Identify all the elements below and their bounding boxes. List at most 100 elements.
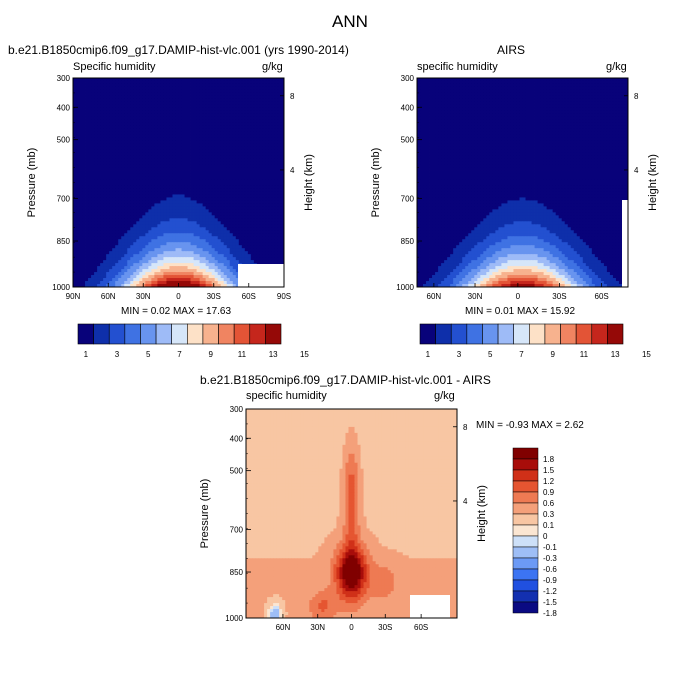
contour-cell xyxy=(130,107,134,112)
contour-cell xyxy=(79,92,83,97)
contour-cell xyxy=(187,263,191,267)
contour-cell xyxy=(196,155,200,160)
contour-cell xyxy=(235,260,240,264)
contour-cell xyxy=(88,269,92,273)
contour-cell xyxy=(178,227,182,231)
contour-cell xyxy=(127,182,131,186)
contour-cell xyxy=(79,281,83,285)
contour-cell xyxy=(160,125,164,130)
contour-cell xyxy=(193,218,197,222)
contour-cell xyxy=(160,92,164,97)
contour-cell xyxy=(73,149,77,154)
contour-cell xyxy=(241,212,246,216)
contour-cell xyxy=(259,206,264,210)
contour-cell xyxy=(238,119,243,124)
contour-cell xyxy=(166,188,170,192)
contour-cell xyxy=(178,221,182,225)
contour-cell xyxy=(217,179,222,183)
contour-cell xyxy=(112,182,116,186)
contour-cell xyxy=(205,260,210,264)
contour-cell xyxy=(97,128,101,133)
contour-cell xyxy=(193,278,197,282)
contour-cell xyxy=(220,260,225,264)
contour-cell xyxy=(136,191,140,195)
contour-cell xyxy=(238,167,243,171)
contour-cell xyxy=(94,230,98,234)
contour-cell xyxy=(109,248,113,252)
contour-cell xyxy=(109,245,113,249)
contour-cell xyxy=(181,92,185,97)
contour-cell xyxy=(187,83,191,88)
contour-cell xyxy=(157,116,161,121)
contour-cell xyxy=(76,179,80,183)
contour-cell xyxy=(214,173,219,177)
contour-cell xyxy=(166,80,170,85)
contour-cell xyxy=(172,215,176,219)
contour-cell xyxy=(163,146,167,151)
contour-cell xyxy=(172,161,176,165)
contour-cell xyxy=(139,257,143,261)
missing-data-mask xyxy=(238,264,284,287)
contour-cell xyxy=(178,128,182,133)
contour-cell xyxy=(169,140,173,145)
contour-cell xyxy=(136,266,140,270)
contour-cell xyxy=(121,200,125,204)
contour-cell xyxy=(112,176,116,180)
contour-cell xyxy=(280,113,285,118)
contour-cell xyxy=(223,260,228,264)
contour-cell xyxy=(217,218,222,222)
contour-cell xyxy=(82,200,86,204)
contour-cell xyxy=(79,227,83,231)
contour-cell xyxy=(235,209,240,213)
contour-cell xyxy=(253,200,258,204)
contour-cell xyxy=(190,92,194,97)
contour-cell xyxy=(229,143,234,148)
contour-cell xyxy=(121,173,125,177)
contour-cell xyxy=(280,143,285,148)
contour-cell xyxy=(208,170,213,174)
contour-cell xyxy=(85,164,89,168)
contour-cell xyxy=(79,155,83,160)
contour-cell xyxy=(238,146,243,151)
contour-cell xyxy=(205,227,210,231)
contour-cell xyxy=(82,137,86,142)
contour-cell xyxy=(262,146,267,151)
contour-cell xyxy=(118,176,122,180)
contour-cell xyxy=(235,146,240,151)
contour-cell xyxy=(181,191,185,195)
contour-cell xyxy=(91,131,95,136)
contour-cell xyxy=(148,125,152,130)
contour-cell xyxy=(127,272,131,276)
contour-cell xyxy=(151,167,155,171)
contour-cell xyxy=(259,152,264,157)
contour-cell xyxy=(256,89,261,94)
contour-cell xyxy=(163,131,167,136)
contour-cell xyxy=(157,125,161,130)
contour-cell xyxy=(447,78,451,82)
contour-cell xyxy=(193,176,197,180)
contour-cell xyxy=(214,248,219,252)
contour-cell xyxy=(148,260,152,264)
contour-cell xyxy=(229,197,234,201)
contour-cell xyxy=(145,137,149,142)
contour-cell xyxy=(196,158,200,162)
contour-cell xyxy=(133,206,137,210)
contour-cell xyxy=(241,206,246,210)
contour-cell xyxy=(184,95,188,100)
contour-cell xyxy=(172,158,176,162)
contour-cell xyxy=(232,185,237,189)
contour-cell xyxy=(169,197,173,201)
contour-cell xyxy=(151,113,155,118)
contour-cell xyxy=(229,161,234,165)
contour-cell xyxy=(211,161,216,165)
contour-cell xyxy=(133,281,137,285)
contour-cell xyxy=(109,152,113,157)
contour-cell xyxy=(211,209,216,213)
contour-cell xyxy=(145,131,149,136)
contour-cell xyxy=(130,113,134,118)
contour-cell xyxy=(250,176,255,180)
contour-cell xyxy=(124,260,128,264)
contour-cell xyxy=(85,269,89,273)
contour-cell xyxy=(94,224,98,228)
contour-cell xyxy=(244,215,249,219)
